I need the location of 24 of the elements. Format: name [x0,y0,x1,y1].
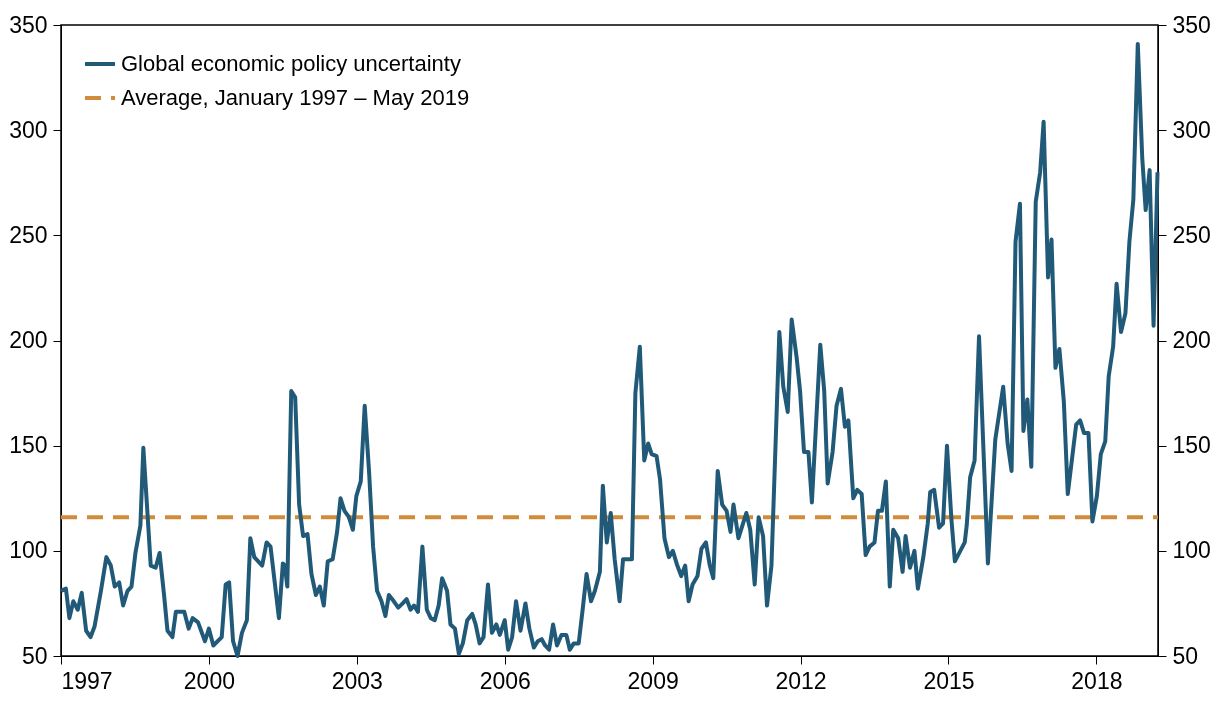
y2-tick-label: 100 [1172,537,1211,564]
y-tick-label: 300 [9,116,48,143]
y-tick-label: 250 [9,221,48,248]
y2-tick-label: 250 [1172,221,1211,248]
y-tick-label: 150 [9,432,48,459]
legend-label: Global economic policy uncertainty [121,51,461,76]
x-tick-label: 2015 [923,667,975,694]
y-tick-label: 200 [9,327,48,353]
y2-tick-label: 350 [1172,11,1211,38]
y-tick-label: 50 [21,642,48,669]
x-tick-label: 2003 [331,667,383,694]
y2-tick-label: 300 [1172,116,1211,143]
legend-label: Average, January 1997 – May 2019 [121,85,470,110]
y2-tick-label: 150 [1172,432,1211,459]
x-tick-label: 2012 [775,667,827,694]
y-tick-label: 350 [9,11,48,38]
y2-tick-label: 50 [1172,642,1199,669]
x-tick-label: 2000 [183,667,235,694]
x-tick-label: 2006 [479,667,531,694]
y2-tick-label: 200 [1172,327,1211,353]
y-tick-label: 100 [9,537,48,564]
x-tick-label: 2018 [1071,667,1123,694]
x-tick-label: 1997 [61,667,113,694]
x-tick-label: 2009 [627,667,679,694]
